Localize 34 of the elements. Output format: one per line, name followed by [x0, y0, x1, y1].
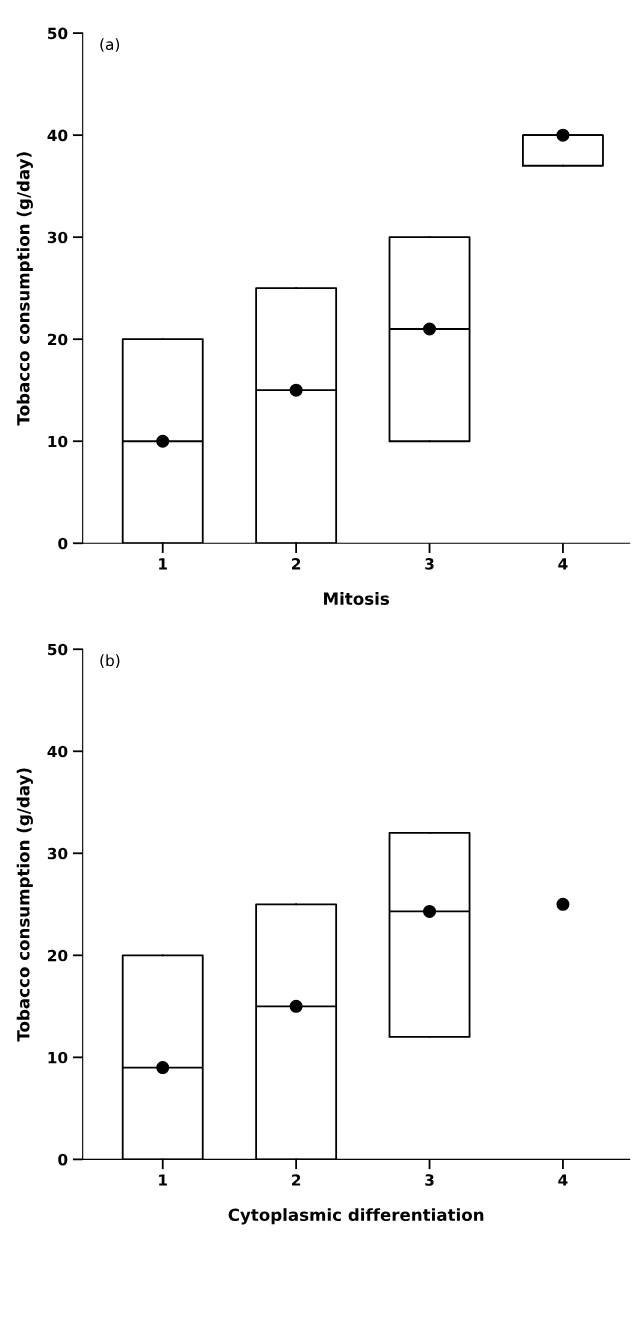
y-axis-title: Tobacco consumption (g/day) [16, 768, 33, 1042]
annotation: (b) [100, 654, 120, 668]
x-tick-label: 1 [159, 558, 167, 570]
y-tick-label: 10 [48, 1051, 68, 1064]
point [423, 904, 437, 918]
x-tick-label: 2 [292, 1174, 301, 1186]
y-tick-label: 30 [47, 231, 68, 244]
y-tick-label: 10 [48, 435, 68, 448]
x-tick-label: 3 [425, 558, 434, 570]
point [556, 128, 570, 142]
y-tick-label: 30 [47, 847, 68, 860]
y-tick-label: 20 [48, 333, 68, 346]
x-tick-label: 1 [159, 1174, 167, 1186]
point [423, 322, 437, 336]
y-tick-label: 0 [58, 537, 68, 550]
point [156, 434, 170, 448]
x-tick-label: 2 [292, 558, 301, 570]
y-tick-label: 40 [47, 745, 68, 758]
y-tick-label: 50 [48, 643, 68, 656]
y-tick-label: 20 [48, 949, 68, 962]
y-axis-title: Tobacco consumption (g/day) [16, 152, 33, 426]
point [289, 999, 303, 1013]
x-tick-label: 4 [558, 1174, 568, 1186]
annotation: (a) [100, 38, 120, 52]
point [289, 383, 303, 397]
point [556, 897, 570, 911]
point [156, 1061, 170, 1075]
y-tick-label: 40 [47, 129, 68, 142]
x-axis-title: Cytoplasmic differentiation [228, 1208, 484, 1225]
y-tick-label: 50 [48, 27, 68, 40]
x-axis-title: Mitosis [324, 592, 389, 605]
x-tick-label: 4 [558, 558, 568, 570]
y-tick-label: 0 [58, 1153, 68, 1166]
x-tick-label: 3 [425, 1174, 434, 1186]
